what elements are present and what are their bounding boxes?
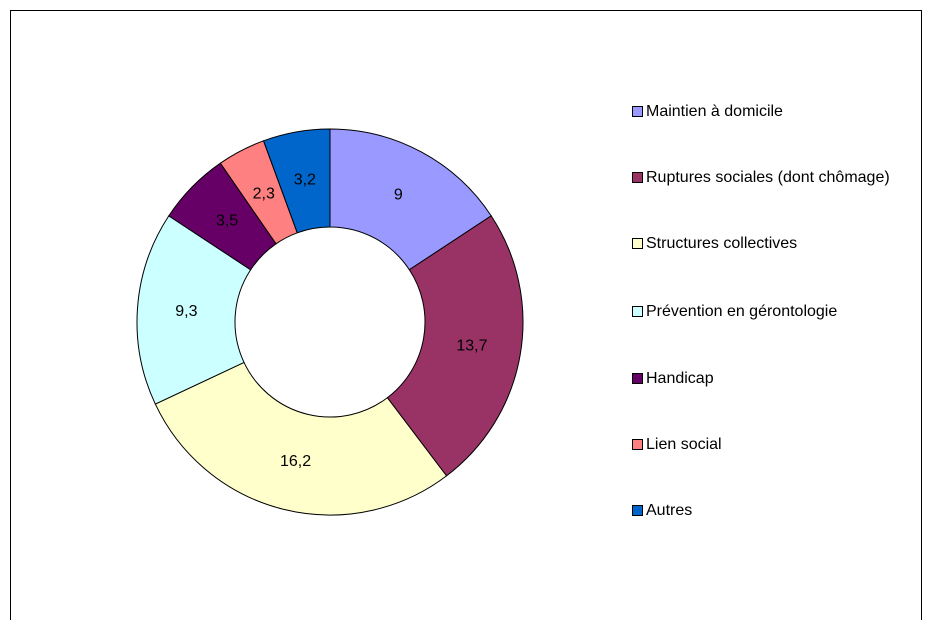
legend-swatch bbox=[632, 172, 643, 183]
data-label: 2,3 bbox=[253, 185, 275, 202]
legend-item: Autres bbox=[632, 502, 896, 519]
donut-slice bbox=[329, 128, 492, 271]
data-label: 9,3 bbox=[175, 303, 197, 320]
legend-swatch bbox=[632, 505, 643, 516]
legend-swatch bbox=[632, 373, 643, 384]
legend-label: Maintien à domicile bbox=[646, 103, 783, 120]
legend-item: Structures collectives bbox=[632, 235, 896, 252]
legend-label: Prévention en gérontologie bbox=[646, 303, 838, 320]
data-label: 13,7 bbox=[456, 338, 487, 355]
legend-label: Ruptures sociales (dont chômage) bbox=[646, 169, 890, 186]
donut-slice bbox=[386, 215, 524, 477]
legend-swatch bbox=[632, 306, 643, 317]
donut-slice bbox=[154, 361, 448, 516]
legend-label: Lien social bbox=[646, 436, 722, 453]
legend-item: Lien social bbox=[632, 436, 896, 453]
legend-item: Maintien à domicile bbox=[632, 103, 896, 120]
data-label: 16,2 bbox=[280, 453, 311, 470]
legend-item: Handicap bbox=[632, 370, 896, 387]
legend-label: Handicap bbox=[646, 370, 714, 387]
legend-swatch bbox=[632, 439, 643, 450]
legend-swatch bbox=[632, 106, 643, 117]
legend-swatch bbox=[632, 238, 643, 249]
donut-slice bbox=[136, 215, 252, 405]
chart-border bbox=[10, 10, 922, 620]
legend-label: Structures collectives bbox=[646, 235, 798, 252]
data-label: 3,5 bbox=[216, 213, 238, 230]
donut-slice bbox=[262, 128, 331, 234]
data-label: 3,2 bbox=[294, 171, 316, 188]
data-label: 9 bbox=[394, 186, 403, 203]
legend-label: Autres bbox=[646, 502, 693, 519]
legend-item: Prévention en gérontologie bbox=[632, 303, 896, 320]
legend-item: Ruptures sociales (dont chômage) bbox=[632, 169, 896, 186]
